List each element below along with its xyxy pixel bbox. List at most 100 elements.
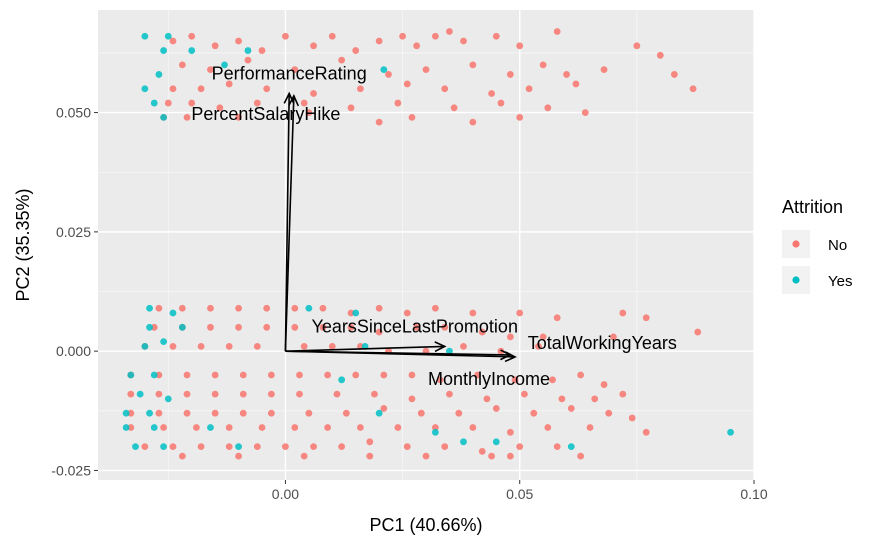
- point-no: [263, 85, 271, 93]
- point-no: [506, 428, 514, 436]
- point-no: [511, 376, 519, 384]
- point-yes: [446, 347, 453, 355]
- point-no: [506, 71, 514, 78]
- point-no: [207, 66, 214, 74]
- point-no: [178, 304, 186, 312]
- point-yes: [169, 309, 177, 317]
- point-yes: [132, 443, 139, 450]
- point-no: [656, 51, 664, 59]
- point-no: [282, 32, 289, 40]
- point-no: [469, 61, 477, 69]
- point-no: [310, 90, 317, 97]
- point-no: [263, 304, 271, 312]
- point-yes: [221, 61, 228, 69]
- point-no: [253, 342, 261, 350]
- point-yes: [380, 66, 388, 74]
- point-no: [225, 424, 233, 431]
- point-no: [460, 342, 467, 350]
- point-no: [169, 85, 177, 93]
- point-no: [478, 447, 486, 455]
- point-no: [497, 99, 505, 107]
- point-no: [455, 409, 463, 417]
- point-no: [347, 323, 355, 331]
- point-no: [183, 113, 191, 121]
- point-no: [619, 309, 627, 317]
- point-no: [483, 395, 491, 403]
- vector-label-PercentSalaryHike: PercentSalaryHike: [191, 104, 340, 124]
- point-no: [478, 328, 486, 336]
- point-no: [460, 37, 467, 45]
- point-no: [319, 323, 327, 331]
- point-yes: [727, 428, 734, 436]
- point-no: [342, 409, 350, 417]
- point-yes: [150, 99, 158, 107]
- point-no: [492, 32, 500, 40]
- legend: Attrition No Yes: [782, 197, 852, 294]
- point-no: [516, 113, 524, 121]
- x-tick-label: 0.10: [740, 486, 767, 502]
- point-no: [347, 104, 355, 112]
- point-no: [591, 395, 599, 403]
- point-no: [282, 443, 289, 450]
- point-no: [586, 424, 594, 431]
- point-no: [188, 32, 196, 40]
- vector-label-TotalWorkingYears: TotalWorkingYears: [528, 333, 677, 353]
- point-no: [296, 371, 303, 379]
- point-no: [581, 109, 589, 116]
- point-no: [183, 409, 191, 417]
- point-no: [155, 371, 163, 379]
- point-no: [553, 443, 561, 450]
- point-no: [375, 37, 383, 45]
- point-no: [539, 61, 547, 69]
- point-no: [338, 443, 346, 450]
- vector-label-PerformanceRating: PerformanceRating: [212, 64, 367, 84]
- point-no: [141, 443, 149, 450]
- point-yes: [338, 376, 346, 384]
- point-no: [178, 452, 186, 460]
- point-no: [375, 304, 383, 312]
- vector-arrowhead: [434, 341, 447, 353]
- point-yes: [146, 323, 153, 331]
- point-no: [328, 342, 336, 350]
- point-no: [516, 42, 524, 50]
- point-no: [183, 371, 191, 379]
- point-no: [544, 104, 552, 112]
- point-yes: [431, 428, 439, 436]
- y-tick-label: 0.000: [56, 343, 91, 359]
- point-no: [366, 438, 374, 446]
- point-no: [469, 424, 477, 431]
- point-no: [506, 452, 514, 460]
- minor-gridlines: [98, 10, 754, 480]
- point-yes: [375, 409, 383, 417]
- scatter-points: [122, 28, 734, 460]
- point-no: [544, 424, 552, 431]
- point-no: [347, 309, 355, 317]
- vector-label-YearsSinceLastPromotion: YearsSinceLastPromotion: [312, 316, 518, 336]
- point-no: [399, 32, 406, 40]
- point-no: [488, 452, 495, 460]
- point-no: [553, 28, 561, 35]
- y-tick-label: 0.050: [56, 105, 91, 121]
- plot-panel: [98, 10, 754, 480]
- point-yes: [164, 32, 172, 40]
- point-no: [375, 328, 383, 336]
- point-no: [366, 452, 374, 460]
- point-yes: [160, 338, 168, 346]
- point-no: [408, 395, 416, 403]
- point-no: [567, 405, 575, 412]
- point-no: [431, 424, 439, 431]
- point-no: [357, 85, 364, 93]
- point-no: [235, 452, 242, 460]
- point-no: [169, 443, 177, 450]
- point-yes: [141, 342, 149, 350]
- point-no: [605, 409, 613, 417]
- point-no: [188, 99, 196, 107]
- point-no: [127, 409, 135, 417]
- point-no: [267, 409, 275, 417]
- point-no: [357, 424, 364, 431]
- point-no: [183, 390, 191, 398]
- point-no: [193, 424, 200, 431]
- point-yes: [460, 438, 467, 446]
- point-no: [600, 381, 608, 388]
- point-no: [291, 304, 299, 312]
